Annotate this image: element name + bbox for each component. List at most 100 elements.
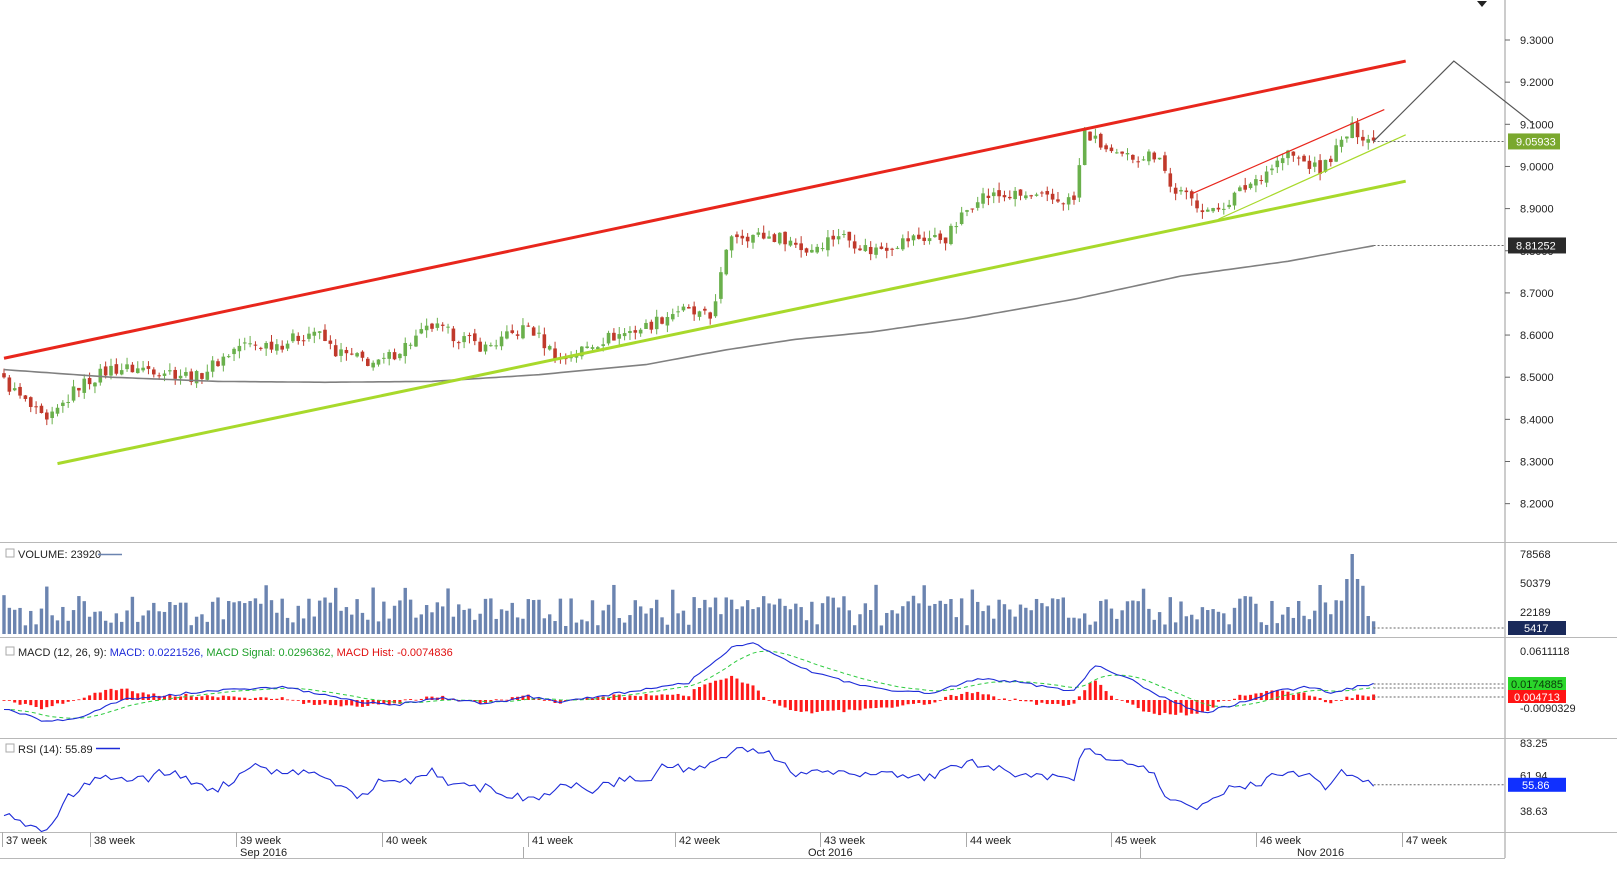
- volume-bar: [852, 625, 857, 634]
- macd-hist-bar: [681, 695, 685, 700]
- macd-hist-bar: [441, 695, 445, 700]
- volume-bar: [1077, 618, 1082, 634]
- volume-bar: [157, 611, 161, 634]
- volume-tick-label: 22189: [1520, 607, 1551, 619]
- candle-body: [114, 364, 119, 374]
- volume-bar: [1200, 607, 1205, 634]
- macd-hist-bar: [216, 697, 220, 700]
- volume-bar: [911, 595, 916, 634]
- volume-bar: [61, 606, 65, 634]
- macd-hist-bar: [1142, 700, 1146, 712]
- candle-body: [50, 411, 54, 419]
- candle-body: [868, 246, 873, 255]
- volume-bar: [499, 609, 504, 634]
- volume-bar: [1002, 604, 1007, 634]
- volume-bar: [1243, 596, 1247, 634]
- candle-body: [1104, 145, 1108, 150]
- candle-body: [1045, 191, 1050, 195]
- macd-hist-bar: [45, 700, 49, 708]
- candle-body: [981, 193, 985, 204]
- rsi-line: [3, 746, 1375, 833]
- candle-body: [1152, 152, 1157, 160]
- volume-bar: [537, 599, 541, 634]
- candle-body: [333, 345, 338, 357]
- candle-body: [7, 377, 12, 392]
- candles: [2, 116, 1376, 426]
- candle-body: [751, 234, 755, 243]
- volume-bar: [296, 605, 300, 634]
- candle-body: [1339, 139, 1344, 147]
- macd-hist-bar: [1104, 691, 1108, 700]
- volume-bar: [371, 587, 375, 634]
- candle-body: [392, 352, 397, 360]
- volume-bar: [1307, 619, 1312, 634]
- ma-value-badge: [1508, 237, 1566, 254]
- candle-body: [1296, 157, 1301, 159]
- candle-body: [210, 360, 215, 372]
- volume-bar: [515, 617, 520, 634]
- macd-hist-bar: [1158, 700, 1162, 716]
- volume-bar: [1323, 602, 1328, 634]
- macd-hist-bar: [403, 699, 407, 701]
- candle-body: [371, 362, 375, 368]
- volume-bar: [1259, 622, 1263, 634]
- volume-bar: [355, 599, 359, 634]
- candle-body: [949, 225, 953, 245]
- macd-hist-bar: [1313, 696, 1317, 700]
- macd-hist-bar: [243, 697, 247, 700]
- volume-bar: [430, 612, 434, 634]
- macd-hist-bar: [82, 697, 86, 700]
- candle-body: [216, 361, 220, 367]
- trend-line-short-upper: [1191, 108, 1385, 195]
- volume-bar: [350, 614, 354, 634]
- macd-hist-bar: [1077, 696, 1081, 700]
- macd-hist-bar: [1270, 690, 1274, 700]
- volume-bar: [248, 601, 252, 634]
- volume-bar: [644, 613, 648, 634]
- candle-body: [1088, 131, 1092, 141]
- macd-hist-bar: [623, 697, 627, 700]
- volume-bar: [943, 603, 948, 634]
- volume-bar: [1125, 601, 1130, 634]
- candle-body: [521, 325, 525, 339]
- volume-bar: [976, 601, 980, 634]
- volume-label: VOLUME: 23920: [18, 549, 101, 561]
- candle-body: [1302, 155, 1306, 162]
- macd-hist-bar: [1334, 700, 1338, 701]
- macd-hist-bar: [756, 690, 760, 700]
- volume-bar: [478, 613, 482, 634]
- volume-bar: [1232, 607, 1237, 634]
- rsi-tick-label: 38.63: [1520, 806, 1548, 818]
- month-label: Nov 2016: [1297, 847, 1344, 859]
- volume-bar: [574, 622, 579, 634]
- volume-bar: [751, 609, 755, 634]
- volume-bar: [1366, 616, 1370, 634]
- volume-bar: [237, 601, 242, 634]
- candle-body: [168, 370, 172, 372]
- volume-bar: [1109, 608, 1114, 634]
- candle-body: [1147, 151, 1151, 162]
- macd-hist-bar: [949, 694, 953, 700]
- candle-body: [788, 240, 793, 246]
- volume-bar: [1264, 624, 1269, 634]
- macd-hist-bar: [976, 691, 980, 700]
- candle-body: [938, 233, 943, 240]
- candle-body: [1163, 155, 1167, 171]
- macd-hist-bar: [965, 691, 969, 700]
- volume-bar: [606, 604, 611, 634]
- candle-body: [1205, 209, 1210, 212]
- volume-bar: [1173, 622, 1178, 634]
- volume-bar: [1157, 612, 1162, 634]
- macd-hist-bar: [1281, 690, 1285, 700]
- macd-hist-bar: [355, 700, 359, 707]
- volume-bar: [895, 613, 900, 634]
- candle-body: [740, 235, 745, 239]
- candle-body: [178, 375, 183, 379]
- volume-bar: [922, 585, 926, 634]
- volume-bar: [927, 605, 932, 634]
- macd-hist-bar: [649, 695, 653, 700]
- candle-body: [1200, 210, 1205, 213]
- macd-hist-bar: [1019, 700, 1022, 702]
- volume-bar: [1152, 619, 1156, 634]
